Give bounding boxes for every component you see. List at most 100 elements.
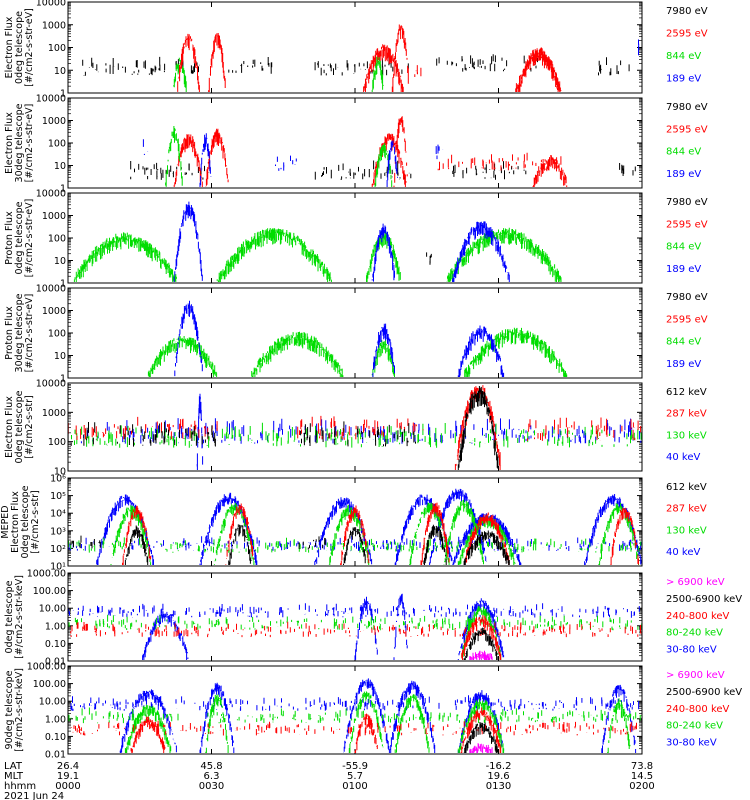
legend-entry: 2500-6900 keV xyxy=(666,687,742,698)
legend-entry: 80-240 keV xyxy=(666,721,723,732)
series-2-trace xyxy=(68,499,642,565)
y-tick-label: 10 xyxy=(54,351,66,362)
y-tick-label: 10 xyxy=(54,467,66,478)
series-1-marks xyxy=(147,327,568,377)
legend-entry: 287 keV xyxy=(666,504,707,515)
series-3-marks xyxy=(165,126,393,187)
y-tick-label: 1000.00 xyxy=(27,569,66,580)
y-tick-label: 1000 xyxy=(42,20,66,31)
y-tick-label: 10⁴ xyxy=(50,509,66,520)
y-axis-label-line: 0deg telescope xyxy=(14,11,25,84)
series-5-marks xyxy=(177,33,226,92)
legend-entry: 844 eV xyxy=(666,242,701,253)
y-axis-label-line: [#/cm2-s-str-keV] xyxy=(14,668,25,752)
series-4-marks xyxy=(70,524,510,565)
series-1-trace xyxy=(67,593,640,660)
series-1-trace xyxy=(82,54,630,76)
series-1-trace xyxy=(73,227,562,282)
legend-entry: 2595 eV xyxy=(666,219,708,230)
y-axis-label-line: 0deg telescope xyxy=(4,580,15,653)
x-tick-label-hhmm: 0100 xyxy=(342,781,367,792)
legend-entry: 7980 eV xyxy=(666,292,708,303)
y-tick-label: 1000.00 xyxy=(27,662,66,673)
legend-entry: 40 keV xyxy=(666,547,700,558)
series-1-marks xyxy=(70,678,640,753)
y-tick-label: 10000 xyxy=(36,379,66,390)
y-tick-label: 10 xyxy=(54,66,66,77)
y-tick-label: 10¹ xyxy=(50,562,66,573)
series-3-marks xyxy=(70,707,640,753)
y-tick-label: 10.00 xyxy=(39,697,66,708)
series-1-marks xyxy=(68,488,642,565)
series-4-trace xyxy=(463,722,499,753)
legend-entry: 30-80 keV xyxy=(666,738,717,749)
y-tick-label: 10000 xyxy=(36,284,66,295)
series-1-marks xyxy=(130,160,636,180)
y-axis-label-line: Proton Flux xyxy=(4,306,15,360)
y-tick-label: 10.00 xyxy=(39,604,66,615)
legend-entry: 130 keV xyxy=(666,430,707,441)
y-axis-label-line: 0deg telescope xyxy=(20,485,31,558)
series-1-trace xyxy=(147,327,568,377)
axis-row-label-hhmm: hhmm xyxy=(4,781,36,792)
series-2-marks xyxy=(173,116,568,187)
y-tick-label: 10 xyxy=(54,256,66,267)
panel-frame xyxy=(67,477,643,567)
series-2-marks xyxy=(68,606,643,660)
y-tick-label: 1000 xyxy=(42,306,66,317)
panel-1: 1 10 100 1000 10000 Electron Flux 0deg telesco… xyxy=(4,0,708,100)
x-tick-label-lat: 45.8 xyxy=(200,761,222,772)
series-2-trace xyxy=(173,116,568,187)
series-5-trace xyxy=(469,743,493,753)
y-axis-label-line: [#/cm2-s-str-eV] xyxy=(24,294,35,373)
legend-entry: 612 keV xyxy=(666,387,707,398)
y-tick-label: 1.00 xyxy=(45,621,66,632)
y-tick-label: 10³ xyxy=(50,526,66,537)
series-3-trace xyxy=(173,56,384,92)
legend-entry: 7980 eV xyxy=(666,6,708,17)
y-tick-label: 1 xyxy=(60,184,66,195)
panel-5: 10 100 1000 10000 Electron Flux 0deg telescop… xyxy=(4,379,707,478)
y-axis-label-line: Electron Flux xyxy=(4,396,15,458)
x-tick-label-hhmm: 0130 xyxy=(486,781,511,792)
legend-entry: 844 eV xyxy=(666,51,701,62)
legend-entry: 130 keV xyxy=(666,525,707,536)
series-5-marks xyxy=(469,650,493,660)
y-tick-label: 10² xyxy=(50,544,66,555)
series-3-trace xyxy=(426,252,432,265)
y-axis-label-line: 0deg telescope xyxy=(14,390,25,463)
legend: 7980 eV 2595 eV 844 eV 189 eV xyxy=(666,102,708,180)
x-tick-label-hhmm: 0030 xyxy=(199,781,224,792)
y-axis-label-line: 0deg telescope xyxy=(14,201,25,274)
legend: > 6900 keV 2500-6900 keV 240-800 keV 80-240… xyxy=(666,577,742,656)
legend-entry: 40 keV xyxy=(666,452,700,463)
y-tick-label: 100 xyxy=(48,43,66,54)
legend-entry: 287 keV xyxy=(666,409,707,420)
y-axis-label-line: Proton Flux xyxy=(4,211,15,265)
y-tick-label: 1 xyxy=(60,374,66,385)
series-4-marks xyxy=(463,722,499,753)
y-axis-label-line: MEPED xyxy=(0,505,11,538)
x-tick-label-mlt: 5.7 xyxy=(347,771,363,782)
y-tick-label: 1000 xyxy=(42,211,66,222)
series-4-trace xyxy=(463,627,499,660)
y-axis-label-line: 90deg telescope xyxy=(4,670,15,749)
legend: 612 keV 287 keV 130 keV 40 keV xyxy=(666,387,707,463)
y-tick-label: 100 xyxy=(48,437,66,448)
series-2-trace xyxy=(68,606,643,660)
time-axis-labels: LAT MLT hhmm 2021 Jun 24 26.419.10000 45.… xyxy=(4,761,655,800)
y-axis-label-line: Electron Flux xyxy=(4,112,15,174)
y-tick-label: 100 xyxy=(48,329,66,340)
y-axis-label-line: 30deg telescope xyxy=(14,103,25,182)
y-tick-label: 1000 xyxy=(42,408,66,419)
y-axis-label-line: [#/cm2-s-str] xyxy=(24,395,35,458)
y-tick-label: 10000 xyxy=(36,94,66,105)
y-tick-label: 100 xyxy=(48,139,66,150)
x-tick-label-lat: 26.4 xyxy=(57,761,79,772)
y-axis-label-line: [#/cm2-s-str-eV] xyxy=(24,8,35,87)
series-3-trace xyxy=(70,707,640,753)
legend: 612 keV 287 keV 130 keV 40 keV xyxy=(666,482,707,558)
panel-frame xyxy=(67,97,643,189)
series-4-trace xyxy=(67,386,499,470)
series-3-trace xyxy=(122,502,639,565)
